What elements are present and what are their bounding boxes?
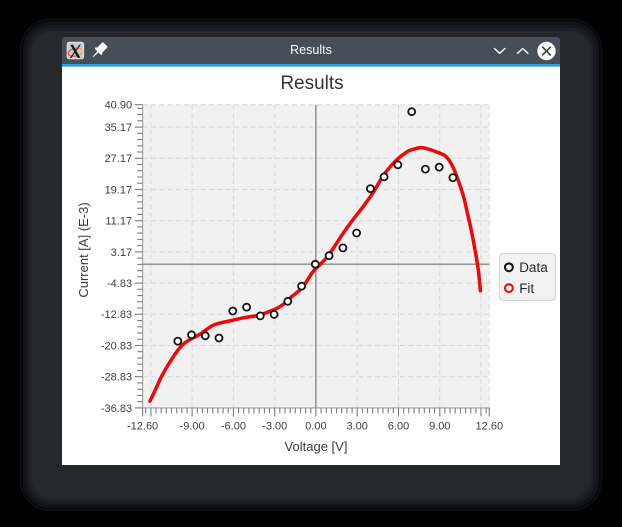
svg-text:19.17: 19.17 [105,184,133,196]
svg-text:Current [A] (E-3): Current [A] (E-3) [76,202,91,297]
svg-text:-3.00: -3.00 [262,420,287,432]
svg-text:3.17: 3.17 [111,247,132,259]
svg-text:27.17: 27.17 [105,153,133,165]
svg-text:Results: Results [280,73,343,94]
svg-text:Data: Data [519,260,548,275]
svg-text:-12.60: -12.60 [127,420,158,432]
svg-text:Voltage [V]: Voltage [V] [285,439,348,454]
svg-text:Fit: Fit [519,281,534,296]
svg-text:3.00: 3.00 [346,420,367,432]
svg-text:11.17: 11.17 [105,216,132,228]
svg-text:-36.83: -36.83 [101,403,132,415]
svg-text:-12.83: -12.83 [101,309,132,321]
svg-text:40.90: 40.90 [105,100,133,112]
svg-text:-4.83: -4.83 [107,278,132,290]
svg-text:6.00: 6.00 [388,420,409,432]
svg-text:-28.83: -28.83 [101,372,132,384]
svg-text:35.17: 35.17 [105,122,133,134]
svg-text:12.60: 12.60 [476,420,504,432]
svg-text:-20.83: -20.83 [101,340,132,352]
svg-text:-9.00: -9.00 [180,420,205,432]
svg-text:0.00: 0.00 [305,420,326,432]
svg-text:-6.00: -6.00 [221,420,246,432]
svg-text:9.00: 9.00 [429,420,450,432]
